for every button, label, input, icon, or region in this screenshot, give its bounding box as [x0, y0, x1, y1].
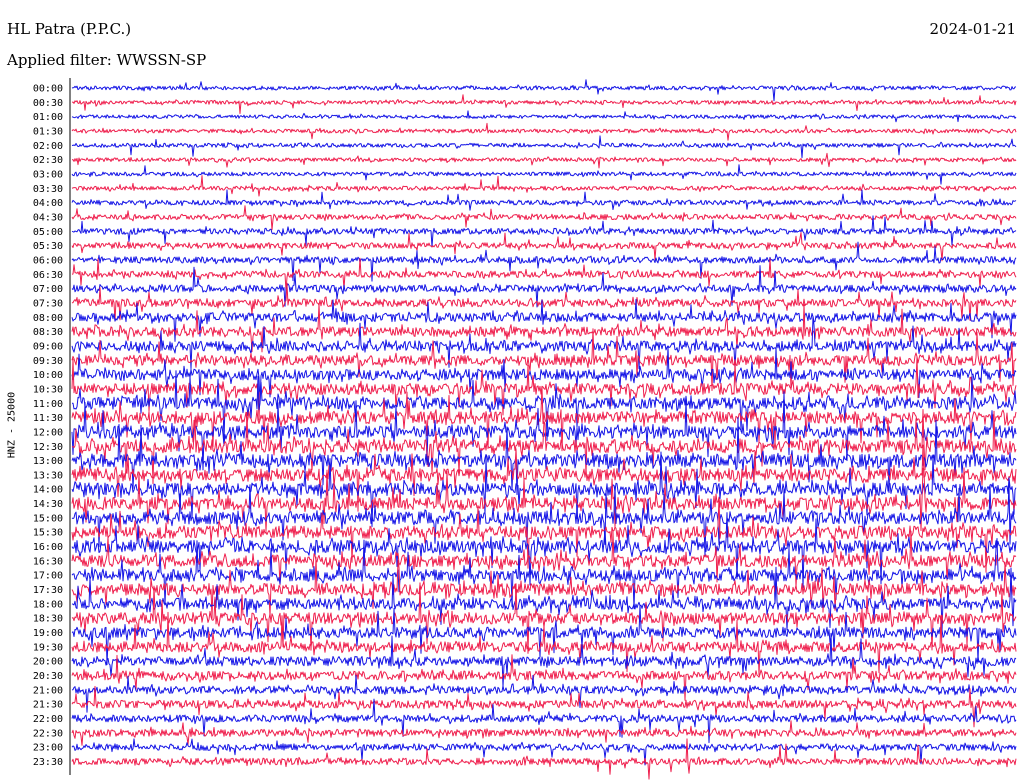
- time-label: 04:00: [33, 198, 63, 209]
- time-label: 18:30: [33, 614, 63, 625]
- trace-row: [71, 303, 1017, 353]
- time-label: 08:00: [33, 313, 63, 324]
- time-label: 19:00: [33, 628, 63, 639]
- time-label: 07:30: [33, 298, 63, 309]
- trace-lines: [71, 79, 1017, 780]
- trace-row: [71, 110, 1017, 123]
- time-label: 01:00: [33, 112, 63, 123]
- time-label: 14:00: [33, 485, 63, 496]
- time-label: 06:00: [33, 255, 63, 266]
- trace-row: [71, 632, 1017, 688]
- time-label: 13:30: [33, 470, 63, 481]
- time-label: 11:00: [33, 399, 63, 410]
- record-date: 2024-01-21: [929, 20, 1016, 38]
- trace-row: [71, 685, 1017, 728]
- trace-row: [71, 215, 1017, 248]
- trace-row: [71, 386, 1017, 452]
- trace-row: [71, 409, 1017, 485]
- trace-row: [71, 232, 1017, 262]
- time-label: 12:30: [33, 442, 63, 453]
- time-label: 17:00: [33, 571, 63, 582]
- time-label: 23:00: [33, 743, 63, 754]
- time-label: 06:30: [33, 270, 63, 281]
- trace-row: [71, 496, 1017, 573]
- time-label: 22:30: [33, 728, 63, 739]
- trace-row: [71, 265, 1017, 308]
- time-label: 00:30: [33, 98, 63, 109]
- trace-row: [71, 298, 1017, 342]
- time-label: 05:30: [33, 241, 63, 252]
- trace-row: [71, 135, 1017, 159]
- time-label: 03:00: [33, 169, 63, 180]
- trace-row: [71, 356, 1017, 421]
- time-label: 12:00: [33, 427, 63, 438]
- time-label: 09:00: [33, 341, 63, 352]
- trace-row: [71, 122, 1017, 141]
- time-label: 21:00: [33, 685, 63, 696]
- time-label: 22:00: [33, 714, 63, 725]
- trace-row: [71, 611, 1017, 676]
- time-label: 23:30: [33, 757, 63, 768]
- trace-row: [71, 391, 1017, 471]
- trace-row: [71, 738, 1017, 766]
- trace-row: [71, 79, 1017, 102]
- trace-row: [71, 282, 1017, 322]
- trace-row: [71, 417, 1017, 496]
- trace-row: [71, 654, 1017, 701]
- time-labels: 00:00 00:30 01:00 01:30 02:00 02:30 03:00 03:30…: [33, 84, 63, 769]
- trace-row: [71, 175, 1017, 197]
- trace-row: [71, 152, 1017, 169]
- trace-row: [71, 205, 1017, 231]
- station-title: HL Patra (P.P.C.): [7, 20, 132, 38]
- time-label: 15:30: [33, 528, 63, 539]
- trace-row: [71, 94, 1017, 114]
- time-label: 02:30: [33, 155, 63, 166]
- time-label: 02:00: [33, 141, 63, 152]
- trace-row: [71, 566, 1017, 632]
- trace-row: [71, 370, 1017, 442]
- trace-row: [71, 315, 1017, 370]
- trace-row: [71, 346, 1017, 404]
- trace-row: [71, 738, 1017, 780]
- time-label: 07:00: [33, 284, 63, 295]
- trace-row: [71, 556, 1017, 619]
- trace-row: [71, 720, 1017, 746]
- time-label: 08:30: [33, 327, 63, 338]
- time-label: 00:00: [33, 84, 63, 95]
- time-label: 15:00: [33, 513, 63, 524]
- time-label: 20:00: [33, 657, 63, 668]
- trace-row: [71, 674, 1017, 713]
- time-label: 21:30: [33, 700, 63, 711]
- time-label: 18:00: [33, 599, 63, 610]
- trace-row: [71, 328, 1017, 391]
- time-label: 20:30: [33, 671, 63, 682]
- trace-row: [71, 257, 1017, 292]
- trace-row: [71, 444, 1017, 512]
- trace-row: [71, 241, 1017, 282]
- trace-row: [71, 451, 1017, 527]
- trace-row: [71, 189, 1017, 211]
- time-label: 16:00: [33, 542, 63, 553]
- filter-label: Applied filter: WWSSN-SP: [7, 51, 207, 69]
- time-label: 10:00: [33, 370, 63, 381]
- time-label: 04:30: [33, 212, 63, 223]
- time-label: 10:30: [33, 384, 63, 395]
- trace-row: [71, 164, 1017, 185]
- trace-row: [71, 482, 1017, 557]
- time-label: 09:30: [33, 356, 63, 367]
- trace-row: [71, 512, 1017, 589]
- trace-row: [71, 467, 1017, 532]
- time-label: 11:30: [33, 413, 63, 424]
- time-label: 05:00: [33, 227, 63, 238]
- time-label: 03:30: [33, 184, 63, 195]
- time-label: 14:30: [33, 499, 63, 510]
- time-label: 19:30: [33, 642, 63, 653]
- time-label: 13:00: [33, 456, 63, 467]
- trace-row: [71, 530, 1017, 588]
- trace-row: [71, 698, 1017, 744]
- time-label: 16:30: [33, 556, 63, 567]
- time-label: 17:30: [33, 585, 63, 596]
- time-label: 01:30: [33, 126, 63, 137]
